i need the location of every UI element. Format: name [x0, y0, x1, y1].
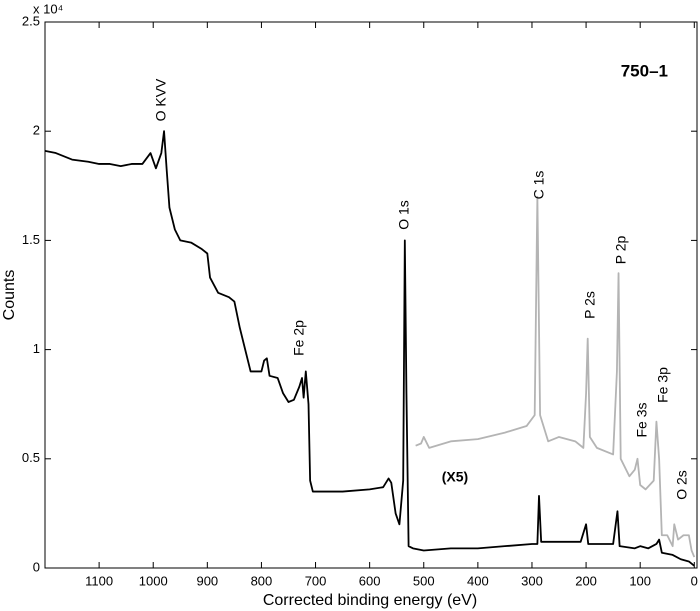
- peak-label: O 2s: [674, 470, 690, 500]
- x-tick-label: 0: [691, 573, 698, 588]
- chart-title: 750–1: [621, 61, 668, 80]
- x-tick-label: 100: [629, 573, 651, 588]
- x-tick-label: 400: [467, 573, 489, 588]
- peak-label: P 2p: [613, 236, 629, 265]
- spectrum-line: [415, 195, 696, 558]
- peak-label: Fe 3p: [655, 367, 671, 403]
- y-axis-label: Counts: [1, 270, 18, 321]
- x-tick-label: 1000: [139, 573, 168, 588]
- y-tick-label: 0.5: [22, 450, 40, 465]
- peak-label: Fe 3s: [634, 402, 650, 437]
- y-tick-label: 2.5: [22, 13, 40, 28]
- x-tick-label: 700: [305, 573, 327, 588]
- x-tick-label: 600: [359, 573, 381, 588]
- x-axis-label: Corrected binding energy (eV): [263, 592, 477, 609]
- peak-label: P 2s: [582, 291, 598, 319]
- peak-label: C 1s: [531, 171, 547, 200]
- x-tick-label: 800: [251, 573, 273, 588]
- x-tick-label: 900: [196, 573, 218, 588]
- zoom-label: (X5): [442, 469, 468, 485]
- spectrum-line: [44, 130, 695, 567]
- y-tick-label: 1.5: [22, 232, 40, 247]
- x-tick-label: 1100: [85, 573, 113, 588]
- peak-label: O KVV: [153, 78, 169, 121]
- plot-frame: [44, 21, 698, 569]
- x-tick-label: 500: [413, 573, 435, 588]
- y-tick-label: 1: [33, 341, 40, 356]
- x-tick-label: 300: [521, 573, 543, 588]
- y-tick-label: 2: [33, 123, 40, 138]
- y-multiplier: x 10⁴: [33, 1, 63, 16]
- peak-label: Fe 2p: [291, 320, 307, 356]
- peak-label: O 1s: [396, 200, 412, 230]
- y-tick-label: 0: [33, 559, 40, 574]
- x-tick-label: 200: [575, 573, 597, 588]
